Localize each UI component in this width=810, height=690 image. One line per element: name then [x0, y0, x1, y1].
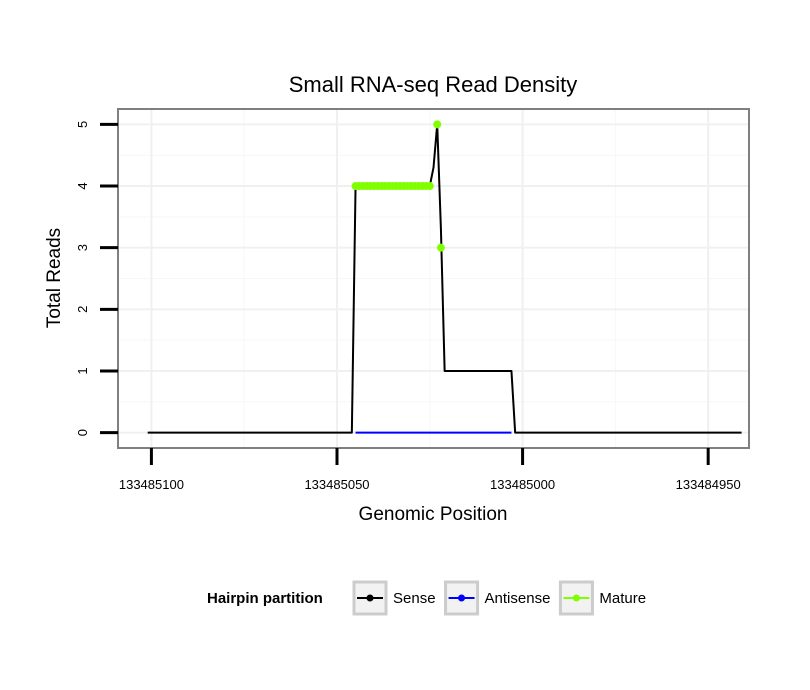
x-tick-label: 133485100 — [119, 477, 184, 492]
chart-title: Small RNA-seq Read Density — [289, 72, 578, 97]
y-axis-title: Total Reads — [44, 228, 65, 328]
legend: Hairpin partition Sense Antisense Mature — [207, 580, 646, 616]
y-tick-label: 4 — [75, 182, 90, 189]
x-tick-label: 133484950 — [676, 477, 741, 492]
y-tick-label: 0 — [75, 429, 90, 436]
y-axis: 0 1 2 3 4 5 — [75, 121, 118, 436]
panel-border — [117, 108, 750, 449]
legend-key-point — [458, 594, 466, 602]
legend-item-mature: Mature — [558, 580, 646, 616]
y-tick-label: 1 — [75, 367, 90, 374]
series-layer — [147, 120, 742, 434]
y-tick-label: 5 — [75, 121, 90, 128]
legend-item-sense: Sense — [352, 580, 436, 616]
legend-key-point — [572, 594, 580, 602]
legend-label: Sense — [393, 590, 436, 607]
series-point-mature — [433, 120, 442, 129]
x-tick-label: 133485050 — [304, 477, 369, 492]
legend-title: Hairpin partition — [207, 590, 323, 607]
series-point-mature — [425, 182, 434, 191]
legend-item-antisense: Antisense — [444, 580, 551, 616]
legend-label: Antisense — [485, 590, 551, 607]
legend-label: Mature — [599, 590, 646, 607]
x-tick-label: 133485000 — [490, 477, 555, 492]
series-point-mature — [436, 243, 445, 252]
x-axis: 133485100 133485050 133485000 133484950 — [119, 448, 741, 492]
y-tick-label: 3 — [75, 244, 90, 251]
legend-key-point — [366, 594, 374, 602]
x-axis-title: Genomic Position — [359, 504, 508, 525]
y-tick-label: 2 — [75, 306, 90, 313]
